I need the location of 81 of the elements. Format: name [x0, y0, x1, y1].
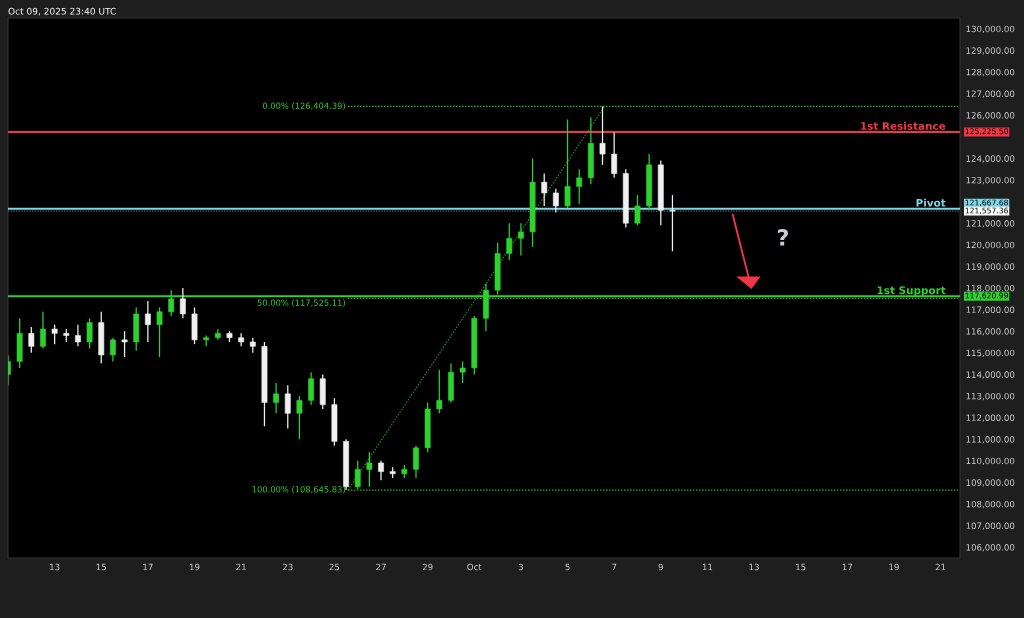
x-tick-label: 5: [565, 563, 570, 571]
candlestick: [611, 131, 618, 179]
candlestick: [121, 330, 128, 358]
y-tick-label: 112,000.00: [966, 414, 1015, 422]
x-tick-label: 25: [329, 563, 340, 571]
y-tick-label: 107,000.00: [966, 522, 1015, 530]
candlestick: [518, 222, 524, 257]
y-tick-label: 114,000.00: [966, 371, 1015, 379]
x-tick-label: 29: [422, 563, 433, 571]
candlestick: [366, 451, 373, 488]
ref-line-label: 1st Support: [877, 286, 946, 297]
candlestick: [436, 369, 443, 414]
x-tick-label: 19: [889, 563, 899, 571]
candlestick: [51, 324, 58, 345]
candlestick: [599, 105, 606, 166]
x-tick-label: 17: [143, 563, 153, 571]
candlestick: [40, 311, 46, 350]
candlestick: [284, 384, 291, 430]
y-tick-label: 120,000.00: [966, 241, 1015, 250]
x-tick-label: 15: [796, 563, 806, 571]
y-tick-label: 109,000.00: [966, 479, 1015, 487]
x-tick-label: 7: [612, 563, 617, 571]
y-tick-label: 111,000.00: [966, 436, 1015, 444]
annotation: 0.00% (126,404.39): [262, 102, 345, 110]
candlestick: [634, 194, 641, 226]
x-tick-label: 21: [935, 563, 946, 571]
candlestick: [669, 194, 676, 252]
x-tick-label: 9: [658, 563, 663, 571]
x-tick-label: 23: [282, 563, 293, 571]
candlestick: [273, 382, 280, 414]
candlestick: [552, 188, 559, 214]
candlestick: [28, 326, 35, 354]
x-tick-label: Oct: [467, 563, 482, 571]
ref-line-label: Pivot: [916, 198, 946, 207]
text: Oct 09, 2025 23:40 UTC: [8, 7, 116, 16]
candlestick: [308, 371, 314, 406]
candlestick: [354, 460, 361, 490]
x-tick-label: 13: [749, 563, 759, 571]
y-tick-label: 106,000.00: [966, 544, 1015, 552]
y-tick-label: 129,000.00: [966, 47, 1015, 55]
x-tick-label: 17: [842, 563, 853, 571]
candlestick: [110, 337, 116, 363]
candlestick: [459, 360, 466, 384]
candlestick: [75, 324, 81, 347]
ref-line-label: 1st Resistance: [861, 121, 946, 130]
candlestick: [413, 445, 419, 479]
x-tick-label: 21: [236, 563, 246, 571]
y-tick-label: 124,000.00: [966, 155, 1015, 163]
annotation: 100.00% (108,645.83): [252, 486, 345, 494]
y-tick-label: 110,000.00: [966, 457, 1015, 466]
x-tick-label: 19: [189, 563, 200, 571]
x-tick-label: 11: [702, 563, 713, 571]
candlestick: [296, 395, 303, 440]
candlestick: [156, 306, 163, 358]
y-tick-label: 115,000.00: [966, 349, 1015, 358]
x-tick-label: 27: [376, 563, 386, 571]
y-tick-label: 118,000.00: [966, 284, 1015, 293]
x-tick-label: 13: [50, 563, 60, 571]
annotation: ?: [778, 229, 788, 246]
y-tick-label: 113,000.00: [966, 392, 1015, 401]
y-tick-label: 128,000.00: [966, 68, 1015, 77]
candlestick: [86, 317, 93, 350]
y-tick-label: 116,000.00: [966, 328, 1015, 336]
candlestick: [576, 168, 583, 205]
annotation: 50.00% (117,525.11): [257, 299, 345, 307]
candlestick: [506, 222, 513, 261]
y-tick-label: 121,000.00: [966, 220, 1015, 228]
candlestick: [564, 118, 571, 209]
y-tick-label: 123,000.00: [966, 176, 1015, 185]
x-tick-label: 3: [518, 563, 523, 571]
y-tick-label: 117,000.00: [966, 306, 1015, 314]
y-tick-label: 108,000.00: [966, 500, 1015, 509]
y-tick-label: 126,000.00: [966, 112, 1015, 120]
candlestick: [378, 460, 384, 481]
candlestick: [144, 300, 151, 343]
candlestick: [179, 287, 186, 319]
y-tick-label: 119,000.00: [966, 263, 1015, 271]
candlestick: [541, 172, 548, 207]
x-tick-label: 15: [96, 563, 106, 571]
y-tick-label: 127,000.00: [966, 90, 1015, 98]
y-tick-label: 130,000.00: [966, 25, 1015, 34]
